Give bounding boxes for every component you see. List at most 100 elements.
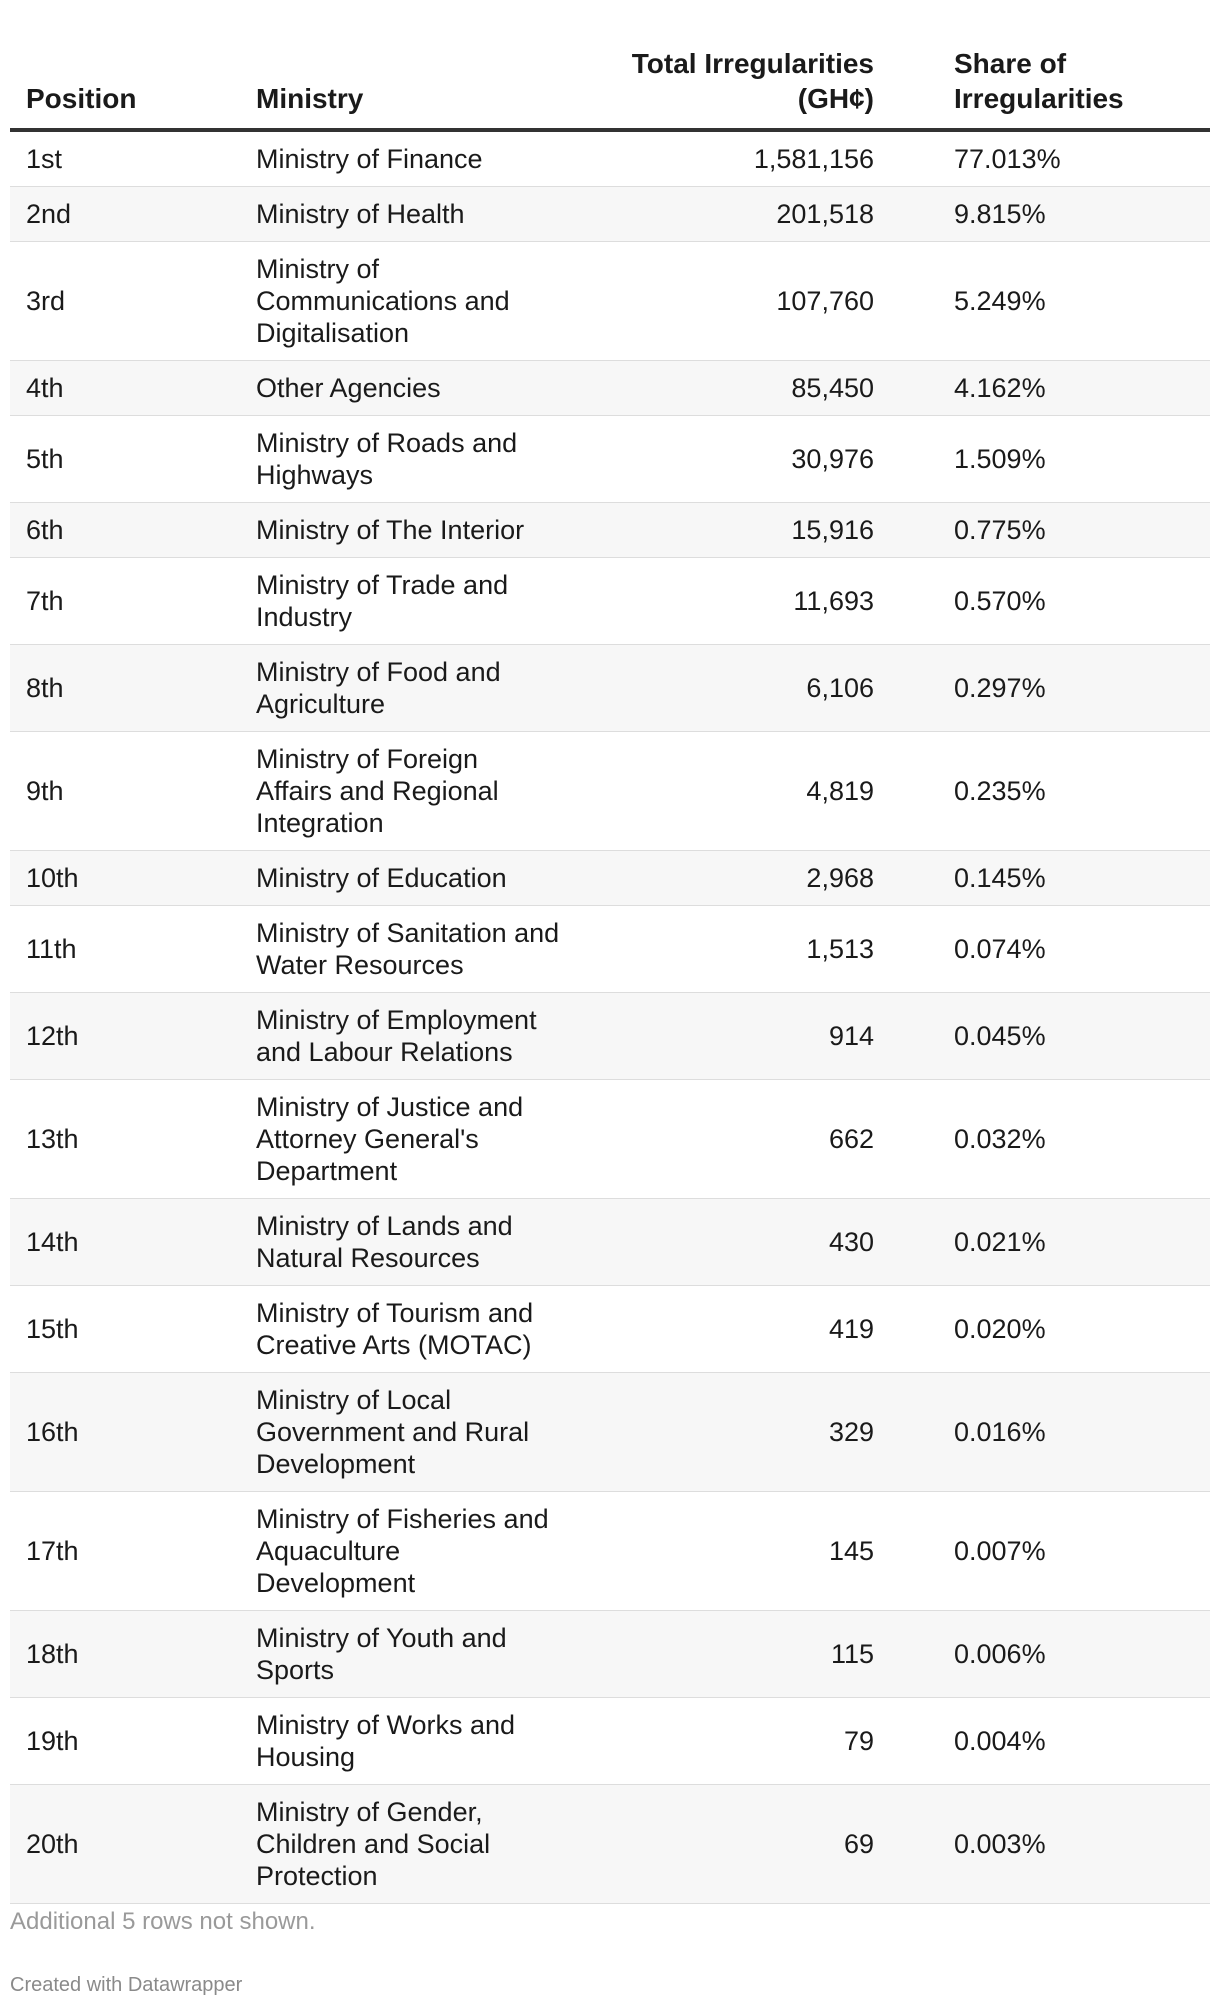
cell-total-irregularities: 6,106 [560, 644, 890, 732]
cell-share: 77.013% [890, 130, 1210, 187]
cell-share: 0.007% [890, 1491, 1210, 1611]
cell-ministry: Ministry of Foreign Affairs and Regional… [240, 731, 560, 851]
header-total-irregularities[interactable]: Total Irregularities (GH¢) [560, 38, 890, 132]
cell-ministry: Ministry of Finance [240, 130, 560, 187]
cell-share: 0.775% [890, 502, 1210, 558]
cell-share: 0.020% [890, 1285, 1210, 1373]
cell-share: 0.045% [890, 992, 1210, 1080]
header-share-of-irregularities[interactable]: Share of Irregularities [890, 38, 1210, 132]
cell-total-irregularities: 662 [560, 1079, 890, 1199]
table-body: 1st Ministry of Finance 1,581,156 77.013% 2n… [10, 130, 1210, 1904]
cell-total-irregularities: 1,581,156 [560, 130, 890, 187]
cell-share: 0.032% [890, 1079, 1210, 1199]
table-row: 3rd Ministry of Communications and Digita… [10, 241, 1210, 361]
cell-share: 0.021% [890, 1198, 1210, 1286]
cell-share: 4.162% [890, 360, 1210, 416]
cell-ministry: Other Agencies [240, 360, 560, 416]
header-total-irregularities-label: Total Irregularities (GH¢) [631, 48, 874, 114]
cell-share: 0.016% [890, 1372, 1210, 1492]
credit-line: Created with Datawrapper [10, 1974, 243, 1996]
cell-position: 19th [10, 1697, 240, 1785]
cell-total-irregularities: 914 [560, 992, 890, 1080]
cell-ministry: Ministry of The Interior [240, 502, 560, 558]
cell-ministry: Ministry of Tourism and Creative Arts (M… [240, 1285, 560, 1373]
cell-share: 0.297% [890, 644, 1210, 732]
cell-total-irregularities: 79 [560, 1697, 890, 1785]
cell-ministry: Ministry of Fisheries and Aquaculture De… [240, 1491, 560, 1611]
table-row: 1st Ministry of Finance 1,581,156 77.013% [10, 130, 1210, 187]
table-row: 6th Ministry of The Interior 15,916 0.775% [10, 502, 1210, 558]
header-row: Position Ministry Total Irregularities (… [10, 38, 1210, 132]
cell-ministry: Ministry of Gender, Children and Social … [240, 1784, 560, 1904]
cell-total-irregularities: 30,976 [560, 415, 890, 503]
cell-position: 2nd [10, 186, 240, 242]
cell-ministry: Ministry of Trade and Industry [240, 557, 560, 645]
cell-position: 4th [10, 360, 240, 416]
table-row: 13th Ministry of Justice and Attorney Gen… [10, 1079, 1210, 1199]
cell-position: 7th [10, 557, 240, 645]
cell-ministry: Ministry of Roads and Highways [240, 415, 560, 503]
cell-total-irregularities: 419 [560, 1285, 890, 1373]
table-row: 11th Ministry of Sanitation and Water Res… [10, 905, 1210, 993]
cell-position: 16th [10, 1372, 240, 1492]
cell-position: 9th [10, 731, 240, 851]
table-row: 7th Ministry of Trade and Industry 11,693 0… [10, 557, 1210, 645]
cell-position: 12th [10, 992, 240, 1080]
cell-position: 5th [10, 415, 240, 503]
cell-position: 6th [10, 502, 240, 558]
cell-ministry: Ministry of Youth and Sports [240, 1610, 560, 1698]
table-row: 20th Ministry of Gender, Children and Soc… [10, 1784, 1210, 1904]
data-table: Position Ministry Total Irregularities (… [10, 38, 1210, 1904]
cell-position: 8th [10, 644, 240, 732]
cell-position: 1st [10, 130, 240, 187]
cell-share: 9.815% [890, 186, 1210, 242]
cell-position: 3rd [10, 241, 240, 361]
cell-position: 10th [10, 850, 240, 906]
cell-share: 0.235% [890, 731, 1210, 851]
cell-total-irregularities: 4,819 [560, 731, 890, 851]
cell-share: 0.004% [890, 1697, 1210, 1785]
cell-total-irregularities: 2,968 [560, 850, 890, 906]
cell-ministry: Ministry of Local Government and Rural D… [240, 1372, 560, 1492]
cell-total-irregularities: 11,693 [560, 557, 890, 645]
header-share-of-irregularities-label: Share of Irregularities [954, 48, 1124, 114]
table-row: 12th Ministry of Employment and Labour Re… [10, 992, 1210, 1080]
cell-ministry: Ministry of Justice and Attorney General… [240, 1079, 560, 1199]
cell-total-irregularities: 15,916 [560, 502, 890, 558]
cell-ministry: Ministry of Food and Agriculture [240, 644, 560, 732]
cell-total-irregularities: 329 [560, 1372, 890, 1492]
cell-share: 5.249% [890, 241, 1210, 361]
table-row: 9th Ministry of Foreign Affairs and Regio… [10, 731, 1210, 851]
table-row: 15th Ministry of Tourism and Creative Art… [10, 1285, 1210, 1373]
cell-total-irregularities: 1,513 [560, 905, 890, 993]
cell-ministry: Ministry of Sanitation and Water Resourc… [240, 905, 560, 993]
cell-total-irregularities: 115 [560, 1610, 890, 1698]
cell-share: 1.509% [890, 415, 1210, 503]
table-row: 4th Other Agencies 85,450 4.162% [10, 360, 1210, 416]
table-row: 14th Ministry of Lands and Natural Resour… [10, 1198, 1210, 1286]
table-notes: Additional 5 rows not shown. [10, 1908, 316, 1935]
table-row: 19th Ministry of Works and Housing 79 0.004… [10, 1697, 1210, 1785]
cell-position: 17th [10, 1491, 240, 1611]
cell-total-irregularities: 107,760 [560, 241, 890, 361]
table-row: 16th Ministry of Local Government and Rur… [10, 1372, 1210, 1492]
cell-position: 13th [10, 1079, 240, 1199]
cell-position: 15th [10, 1285, 240, 1373]
cell-total-irregularities: 85,450 [560, 360, 890, 416]
cell-share: 0.006% [890, 1610, 1210, 1698]
header-ministry[interactable]: Ministry [240, 38, 560, 132]
cell-ministry: Ministry of Lands and Natural Resources [240, 1198, 560, 1286]
cell-ministry: Ministry of Education [240, 850, 560, 906]
cell-ministry: Ministry of Health [240, 186, 560, 242]
table-row: 17th Ministry of Fisheries and Aquacultur… [10, 1491, 1210, 1611]
cell-ministry: Ministry of Employment and Labour Relati… [240, 992, 560, 1080]
table-row: 2nd Ministry of Health 201,518 9.815% [10, 186, 1210, 242]
cell-share: 0.074% [890, 905, 1210, 993]
table-header: Position Ministry Total Irregularities (… [10, 38, 1210, 132]
cell-position: 18th [10, 1610, 240, 1698]
table-row: 8th Ministry of Food and Agriculture 6,106… [10, 644, 1210, 732]
cell-share: 0.145% [890, 850, 1210, 906]
cell-position: 11th [10, 905, 240, 993]
header-position[interactable]: Position [10, 38, 240, 132]
